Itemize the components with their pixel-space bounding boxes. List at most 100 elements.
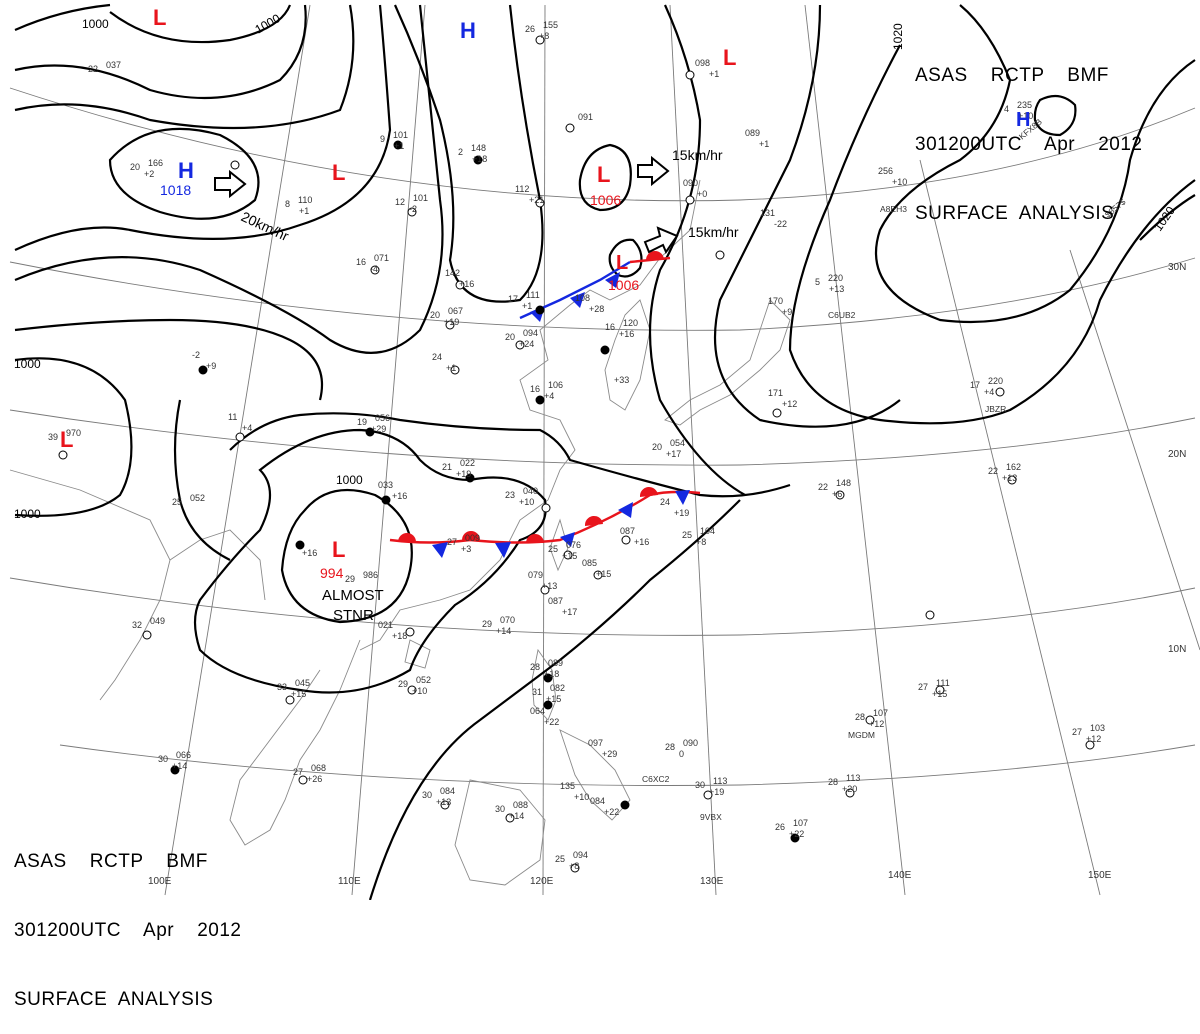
- station-pressure: 111: [526, 290, 540, 300]
- coast-hainan: [404, 639, 431, 669]
- pressure-center-low-north-china: L: [597, 162, 610, 187]
- coast-borneo: [454, 779, 546, 886]
- meridian-140e: [804, 4, 906, 896]
- isobar-north-china: [393, 4, 544, 303]
- station-tendency: +33: [614, 375, 629, 385]
- station-pressure: 066: [176, 750, 191, 760]
- isobar-east-2: [713, 4, 901, 428]
- pressure-center-low-india: L: [60, 427, 73, 452]
- station-report-text: 27 009 +3: [447, 533, 480, 554]
- cold-front-tri: [618, 502, 633, 518]
- station-tendency: +16: [634, 537, 649, 547]
- meridian-120e: [542, 4, 546, 896]
- station-temp: 16: [530, 384, 540, 394]
- ship-id: MGDM: [848, 730, 875, 740]
- station-pressure: 166: [148, 158, 163, 168]
- station-temp: 23: [505, 490, 515, 500]
- station-pressure: 054: [670, 438, 685, 448]
- station-temp: 8: [285, 199, 290, 209]
- longitude-labels: 100E 110E 120E 130E 140E 150E: [148, 870, 1112, 887]
- station-tendency: +20: [842, 784, 857, 794]
- station-tendency: +12: [782, 399, 797, 409]
- station-temp: 20: [652, 442, 662, 452]
- station-tendency: +13: [829, 284, 844, 294]
- station-tendency: +10: [892, 177, 907, 187]
- ship-id: C6UB2: [828, 310, 856, 320]
- station-pressure: 082: [550, 683, 565, 693]
- station-report-text: 108 +28: [575, 293, 604, 314]
- station-circle: [505, 813, 515, 823]
- coast-china: [359, 179, 701, 651]
- station-report-text: 089 +1: [745, 128, 769, 149]
- station-report-text: 064 +22: [530, 706, 559, 727]
- station-circle: [393, 140, 403, 150]
- station-pressure: 056: [375, 413, 390, 423]
- station-pressure: 107: [793, 818, 808, 828]
- station-circle: [58, 450, 68, 460]
- warm-front-semi: [639, 486, 658, 497]
- station-report-text: 17 111 +1: [508, 290, 540, 311]
- station-tendency: +18: [392, 631, 407, 641]
- station-pressure: 135: [560, 781, 575, 791]
- pressure-center-low-northeast: L: [723, 45, 736, 70]
- station-report-text: 090 +0: [683, 178, 707, 199]
- station-tendency: +10: [519, 497, 534, 507]
- station-temp: 29: [482, 619, 492, 629]
- parallel-0: [59, 744, 1196, 786]
- isobar-low-994-outer: [193, 428, 547, 694]
- longitude-label: 100E: [148, 876, 172, 887]
- station-circle: [450, 365, 460, 375]
- station-report-text: 28 090 0: [665, 738, 698, 759]
- station-tendency: +1: [709, 69, 719, 79]
- station-report-text: 25 094 +8: [555, 850, 588, 871]
- cold-front-tri: [570, 292, 585, 308]
- warm-front-semi: [646, 251, 664, 260]
- station-tendency: +22: [544, 717, 559, 727]
- coast-indochina: [229, 639, 361, 846]
- parallel-10n: [9, 577, 1196, 636]
- station-report-text: -2 +9: [192, 350, 216, 371]
- station-tendency: +12: [869, 719, 884, 729]
- header-bottom-line2: 301200UTC Apr 2012: [14, 920, 242, 941]
- isobar-mid: [173, 399, 231, 561]
- station-tendency: +9: [782, 307, 792, 317]
- isobar-label: 1000: [82, 17, 109, 31]
- station-report-text: 39 970: [48, 428, 81, 442]
- station-pressure: 067: [448, 306, 463, 316]
- pressure-center-high-northwest: H: [178, 158, 194, 183]
- station-pressure: 021: [378, 620, 393, 630]
- station-report-text: 22 148 +6: [818, 478, 851, 499]
- station-report-text: 2 148 +18: [458, 143, 487, 164]
- station-temp: 29: [345, 574, 355, 584]
- station-pressure: 111: [936, 678, 950, 688]
- station-circle: [445, 320, 455, 330]
- station-report-text: 32 049: [132, 616, 165, 630]
- station-temp: 27: [293, 767, 303, 777]
- station-pressure: 009: [465, 533, 480, 543]
- isobar-north-2: [109, 4, 292, 44]
- pressure-value-low-indochina: 994: [320, 565, 344, 581]
- station-report-text: 27 111 +15: [918, 678, 950, 699]
- station-circle: [142, 630, 152, 640]
- isobar-east-1: [648, 4, 746, 496]
- station-circle: [407, 207, 417, 217]
- meridian-150e: [919, 159, 1101, 896]
- station-report-text: 112+21: [515, 184, 544, 205]
- station-circle: [865, 715, 875, 725]
- station-tendency: +24: [519, 339, 534, 349]
- station-circle: [170, 765, 180, 775]
- station-report-text: 20 166 +2: [130, 158, 163, 179]
- station-temp: 12: [395, 197, 405, 207]
- station-tendency: +17: [666, 449, 681, 459]
- station-pressure: 091: [578, 112, 593, 122]
- station-temp: 25: [548, 544, 558, 554]
- station-tendency: +19: [674, 508, 689, 518]
- station-report-text: 27 068 +26: [293, 763, 326, 784]
- station-pressure: 089: [548, 658, 563, 668]
- pressure-centers: L H 1018 L H L L 1006 L 1006 L L 994 H: [60, 5, 1030, 581]
- station-report-text: 033 +16: [378, 480, 407, 501]
- station-report-text: +33: [614, 375, 629, 385]
- isobar-high-nw: [108, 127, 260, 220]
- station-pressure: 052: [416, 675, 431, 685]
- pressure-center-low-indochina: L: [332, 537, 345, 562]
